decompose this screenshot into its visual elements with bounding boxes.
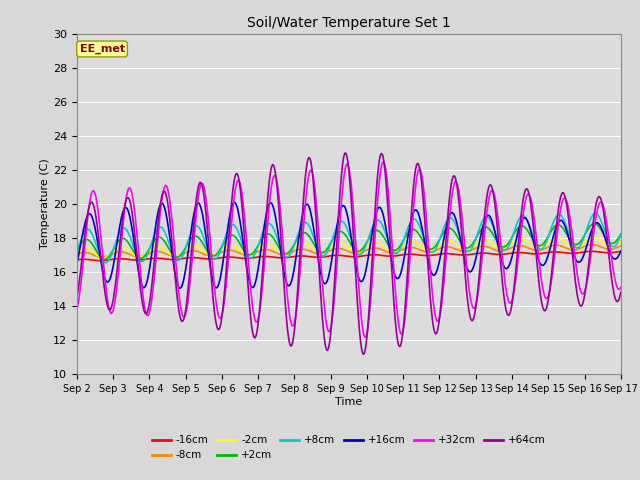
+32cm — [417, 167, 424, 173]
-2cm — [83, 245, 90, 251]
Text: EE_met: EE_met — [79, 44, 125, 54]
-16cm — [83, 256, 90, 262]
Legend: -16cm, -8cm, -2cm, +2cm, +8cm, +16cm, +32cm, +64cm: -16cm, -8cm, -2cm, +2cm, +8cm, +16cm, +3… — [148, 431, 550, 465]
+16cm — [417, 217, 424, 223]
Line: -8cm: -8cm — [77, 244, 621, 257]
+16cm — [195, 200, 202, 206]
-16cm — [97, 258, 104, 264]
+64cm — [417, 169, 424, 175]
-2cm — [589, 234, 596, 240]
-8cm — [83, 250, 90, 255]
+32cm — [223, 277, 230, 283]
-2cm — [223, 243, 231, 249]
-8cm — [73, 252, 81, 257]
-2cm — [140, 253, 147, 259]
-2cm — [99, 255, 107, 261]
Title: Soil/Water Temperature Set 1: Soil/Water Temperature Set 1 — [247, 16, 451, 30]
+2cm — [591, 221, 598, 227]
Line: +16cm: +16cm — [77, 203, 621, 288]
+32cm — [380, 159, 387, 165]
-16cm — [431, 252, 439, 258]
+8cm — [73, 249, 81, 254]
-16cm — [140, 257, 147, 263]
+64cm — [342, 150, 349, 156]
+16cm — [73, 261, 81, 267]
-16cm — [223, 254, 231, 260]
+2cm — [83, 237, 90, 242]
-8cm — [98, 254, 106, 260]
+8cm — [416, 223, 424, 229]
+16cm — [223, 228, 231, 233]
+8cm — [140, 258, 147, 264]
+32cm — [83, 223, 90, 229]
+64cm — [433, 331, 440, 336]
+8cm — [591, 210, 599, 216]
+8cm — [102, 260, 109, 265]
+64cm — [223, 263, 230, 268]
Line: +64cm: +64cm — [77, 153, 621, 354]
+64cm — [73, 294, 81, 300]
-16cm — [416, 252, 424, 258]
+16cm — [83, 215, 90, 220]
-2cm — [195, 244, 202, 250]
+32cm — [433, 316, 440, 322]
+2cm — [617, 231, 625, 237]
+2cm — [73, 248, 81, 254]
-8cm — [588, 241, 596, 247]
-2cm — [416, 242, 424, 248]
-16cm — [195, 255, 202, 261]
+16cm — [617, 248, 625, 254]
Line: +8cm: +8cm — [77, 213, 621, 263]
+16cm — [176, 285, 184, 291]
-2cm — [431, 246, 439, 252]
+2cm — [223, 235, 231, 240]
+2cm — [431, 243, 439, 249]
-16cm — [617, 249, 625, 254]
+16cm — [139, 284, 147, 289]
Line: +32cm: +32cm — [77, 162, 621, 337]
+2cm — [195, 235, 202, 240]
+32cm — [617, 285, 625, 290]
+64cm — [83, 217, 90, 223]
Line: +2cm: +2cm — [77, 224, 621, 259]
+32cm — [139, 290, 147, 296]
+16cm — [230, 200, 238, 205]
+8cm — [617, 232, 625, 238]
X-axis label: Time: Time — [335, 397, 362, 407]
+64cm — [617, 289, 625, 295]
-8cm — [140, 253, 147, 259]
-2cm — [617, 238, 625, 244]
+8cm — [195, 224, 202, 230]
+32cm — [73, 306, 81, 312]
+2cm — [140, 254, 147, 260]
Line: -16cm: -16cm — [77, 252, 621, 261]
Y-axis label: Temperature (C): Temperature (C) — [40, 158, 50, 250]
-8cm — [223, 248, 231, 253]
+8cm — [431, 247, 439, 252]
-8cm — [617, 243, 625, 249]
-8cm — [195, 249, 202, 255]
+2cm — [101, 256, 109, 262]
+16cm — [433, 270, 440, 276]
-8cm — [416, 247, 424, 252]
-8cm — [431, 248, 439, 253]
+8cm — [223, 228, 231, 234]
+2cm — [416, 232, 424, 238]
-2cm — [73, 250, 81, 256]
+64cm — [139, 301, 147, 307]
-16cm — [73, 257, 81, 263]
+8cm — [83, 227, 90, 232]
+32cm — [361, 335, 369, 340]
Line: -2cm: -2cm — [77, 237, 621, 258]
+32cm — [194, 197, 202, 203]
+64cm — [360, 351, 367, 357]
+64cm — [194, 186, 202, 192]
